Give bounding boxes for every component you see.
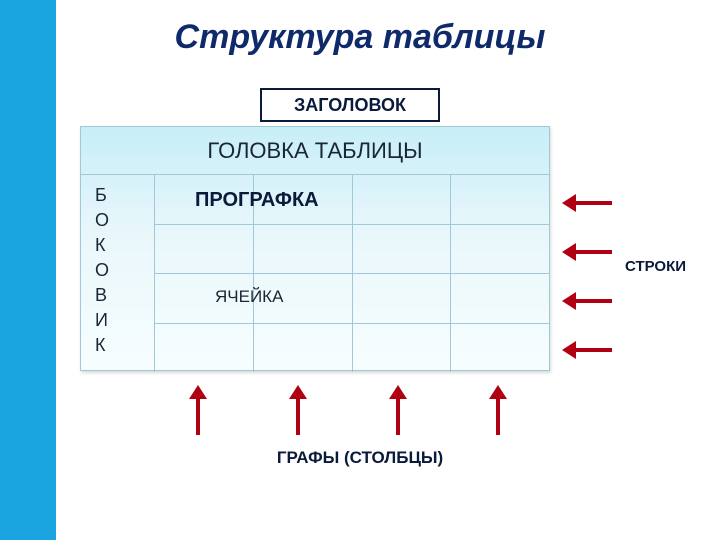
data-cell — [254, 274, 352, 324]
arrow-left-icon — [562, 194, 612, 212]
title-box-label: ЗАГОЛОВОК — [294, 95, 406, 116]
data-cell — [254, 225, 352, 275]
side-letter: В — [95, 283, 107, 308]
table-diagram: ГОЛОВКА ТАБЛИЦЫ БОКОВИК ПРОГРАФКА ЯЧЕЙКА — [80, 126, 550, 371]
data-grid: ПРОГРАФКА ЯЧЕЙКА — [155, 175, 549, 372]
arrow-up-icon — [188, 385, 208, 435]
data-cell — [155, 274, 253, 324]
data-cell — [254, 175, 352, 225]
side-letter: К — [95, 333, 106, 358]
data-column — [254, 175, 353, 372]
page-title: Структура таблицы — [0, 18, 720, 57]
side-letter: И — [95, 308, 108, 333]
data-cell — [254, 324, 352, 373]
table-header-label: ГОЛОВКА ТАБЛИЦЫ — [207, 138, 422, 164]
data-cell — [451, 274, 549, 324]
data-cell — [155, 175, 253, 225]
arrow-left-icon — [562, 292, 612, 310]
data-cell — [353, 324, 451, 373]
data-cell — [353, 225, 451, 275]
side-letter: Б — [95, 183, 107, 208]
data-column — [451, 175, 549, 372]
data-column — [155, 175, 254, 372]
data-cell — [451, 324, 549, 373]
arrow-left-icon — [562, 341, 612, 359]
data-cell — [155, 324, 253, 373]
arrow-up-icon — [488, 385, 508, 435]
data-column — [353, 175, 452, 372]
data-cell — [353, 274, 451, 324]
columns-caption: ГРАФЫ (СТОЛБЦЫ) — [0, 448, 720, 468]
column-arrows — [148, 385, 548, 443]
title-box: ЗАГОЛОВОК — [260, 88, 440, 122]
side-letter: К — [95, 233, 106, 258]
data-cell — [451, 225, 549, 275]
arrow-up-icon — [288, 385, 308, 435]
data-cell — [451, 175, 549, 225]
data-cell — [155, 225, 253, 275]
data-cell — [353, 175, 451, 225]
side-letter: О — [95, 208, 109, 233]
rows-caption: СТРОКИ — [625, 258, 686, 275]
row-arrows — [562, 178, 620, 374]
arrow-left-icon — [562, 243, 612, 261]
arrow-up-icon — [388, 385, 408, 435]
side-letter: О — [95, 258, 109, 283]
table-body: БОКОВИК ПРОГРАФКА ЯЧЕЙКА — [81, 175, 549, 372]
table-header-row: ГОЛОВКА ТАБЛИЦЫ — [81, 127, 549, 175]
side-column: БОКОВИК — [81, 175, 155, 372]
